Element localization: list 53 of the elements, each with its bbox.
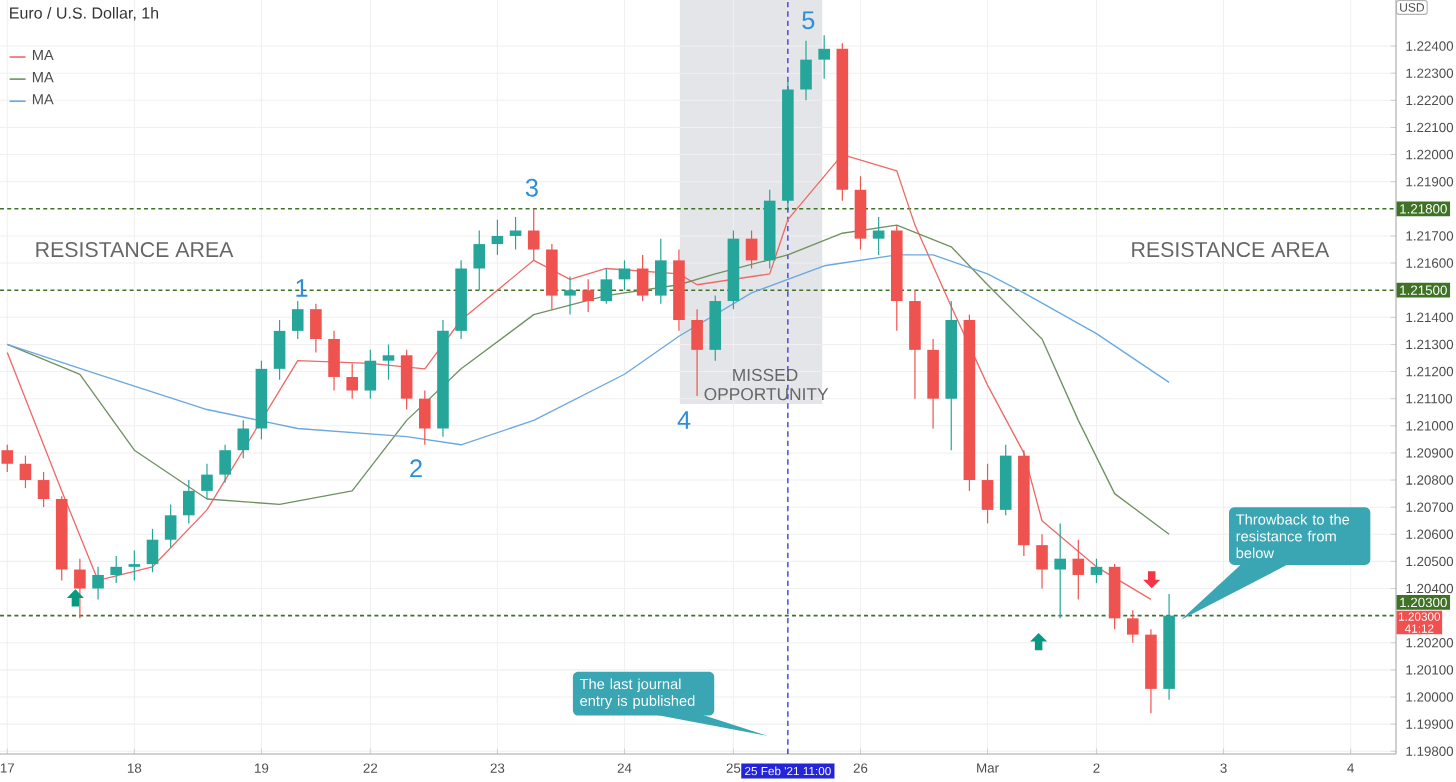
candlestick bbox=[491, 219, 504, 256]
candlestick bbox=[400, 349, 413, 411]
annotation: 5 bbox=[802, 11, 815, 30]
candlestick bbox=[527, 208, 540, 261]
annotation: 3 bbox=[525, 178, 538, 197]
candlestick bbox=[346, 362, 358, 400]
candlestick bbox=[618, 259, 631, 291]
candlestick bbox=[1036, 533, 1048, 590]
candlestick bbox=[110, 555, 123, 584]
candlestick bbox=[183, 479, 195, 525]
candlestick bbox=[364, 349, 377, 400]
candlestick bbox=[1090, 558, 1103, 584]
candlestick bbox=[1072, 539, 1085, 600]
annotation: 2 bbox=[410, 459, 422, 478]
candlestick bbox=[872, 216, 885, 256]
candlestick bbox=[219, 444, 231, 484]
annotation: RESISTANCE AREA bbox=[36, 242, 234, 258]
line-series bbox=[6, 254, 1170, 446]
candlestick bbox=[600, 267, 613, 305]
annotation: 4 bbox=[677, 411, 691, 429]
candlestick bbox=[1126, 609, 1139, 644]
candlestick bbox=[564, 276, 576, 316]
candlestick bbox=[1, 444, 14, 473]
candlestick bbox=[164, 503, 177, 549]
candlestick bbox=[128, 549, 141, 581]
candlestick bbox=[800, 40, 812, 101]
candlestick bbox=[981, 463, 994, 525]
candlestick bbox=[636, 254, 649, 302]
candlestick bbox=[273, 319, 286, 381]
candlestick bbox=[546, 243, 558, 310]
candlestick bbox=[1054, 522, 1066, 619]
candlestick bbox=[382, 343, 395, 381]
candlestick bbox=[19, 455, 32, 489]
candlestick bbox=[146, 528, 159, 573]
candlestick bbox=[691, 308, 703, 397]
candlestick bbox=[745, 229, 758, 270]
candlestick bbox=[310, 303, 322, 354]
annotation: RESISTANCE AREA bbox=[1132, 242, 1330, 258]
candlestick bbox=[201, 463, 213, 500]
annotation: 1 bbox=[296, 279, 308, 297]
candlestick bbox=[328, 330, 340, 392]
candlestick bbox=[37, 471, 50, 508]
candlestick bbox=[237, 419, 250, 459]
candlestick bbox=[654, 238, 667, 305]
candlestick bbox=[818, 34, 830, 80]
chart-title: Euro / U.S. Dollar, 1h bbox=[10, 6, 159, 21]
candlestick bbox=[74, 558, 86, 619]
candlestick bbox=[92, 566, 104, 600]
annotation: MISSED OPPORTUNITY bbox=[704, 368, 829, 401]
candlestick bbox=[582, 278, 594, 313]
candlestick bbox=[291, 300, 304, 340]
candlestick bbox=[419, 389, 431, 446]
candlestick bbox=[473, 229, 486, 291]
